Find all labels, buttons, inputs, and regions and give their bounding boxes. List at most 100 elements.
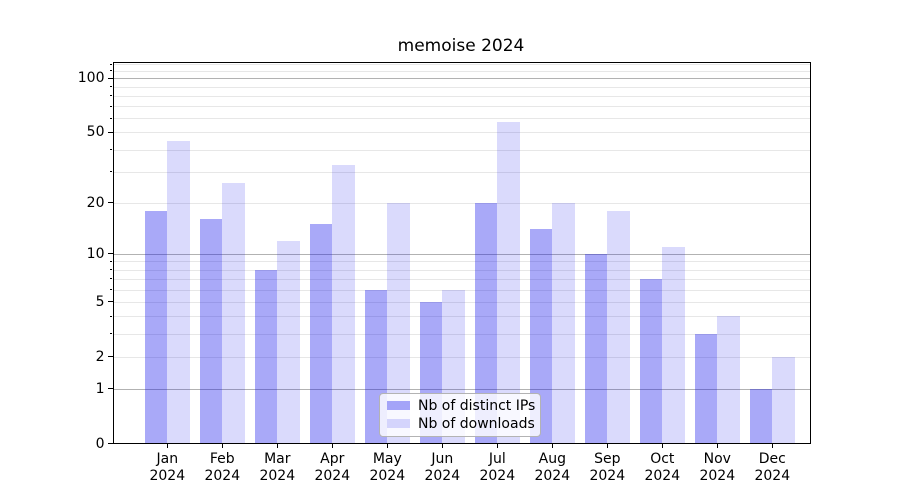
minor-gridline [112,171,811,173]
bar-distinct-ips-nov [694,333,718,444]
x-tick-mark [441,443,443,448]
y-minor-tick-mark [109,260,113,262]
bar-distinct-ips-dec [749,388,773,444]
y-tick-mark [107,387,113,390]
bar-distinct-ips-feb [199,219,223,444]
bar-downloads-apr [332,164,355,444]
minor-gridline [112,132,811,134]
bar-downloads-feb [222,182,245,444]
y-tick-mark [107,201,113,204]
x-tick-label-dec: Dec 2024 [754,450,791,484]
major-gridline [112,78,811,80]
x-tick-mark [661,443,663,448]
x-tick-mark [276,443,278,448]
bar-distinct-ips-apr [309,224,333,444]
x-tick-mark [221,443,223,448]
minor-gridline [112,356,811,358]
bar-downloads-mar [277,240,300,444]
y-minor-tick-mark [109,95,113,97]
x-tick-label-jun: Jun 2024 [424,450,461,484]
y-tick-mark [107,355,113,358]
bar-downloads-oct [662,246,685,444]
y-minor-tick-mark [109,105,113,107]
y-tick-label: 1 [95,380,105,397]
y-tick-label: 0 [95,435,105,452]
legend-swatch-distinct-ips [387,401,410,410]
bar-downloads-dec [772,356,795,444]
bar-downloads-jan [167,140,190,444]
x-tick-mark [551,443,553,448]
x-tick-label-may: May 2024 [369,450,406,484]
x-tick-label-apr: Apr 2024 [314,450,351,484]
minor-gridline [112,289,811,291]
x-tick-label-nov: Nov 2024 [699,450,736,484]
x-tick-mark [166,443,168,448]
x-tick-mark [716,443,718,448]
x-tick-mark [386,443,388,448]
minor-gridline [112,261,811,263]
y-tick-mark [107,442,113,445]
bar-distinct-ips-sep [584,253,608,444]
bar-downloads-jul [497,122,520,444]
x-tick-label-sep: Sep 2024 [589,450,626,484]
x-tick-label-aug: Aug 2024 [534,450,571,484]
major-gridline [112,253,811,255]
minor-gridline [112,269,811,271]
minor-gridline [112,149,811,151]
y-tick-label: 100 [77,70,105,87]
minor-gridline [112,301,811,303]
y-minor-tick-mark [109,278,113,280]
y-tick-label: 2 [95,348,105,365]
y-minor-tick-mark [109,70,113,72]
x-tick-mark [496,443,498,448]
x-tick-mark [606,443,608,448]
minor-gridline [112,106,811,108]
bar-downloads-may [387,202,410,444]
y-tick-mark [107,253,113,255]
y-tick-label: 5 [95,293,105,310]
minor-gridline [112,64,811,66]
bar-distinct-ips-jan [144,210,168,444]
minor-gridline [112,333,811,335]
y-minor-tick-mark [109,171,113,173]
y-tick-label: 10 [86,245,105,262]
y-tick-mark [107,301,113,303]
y-minor-tick-mark [109,269,113,271]
y-minor-tick-mark [109,63,113,65]
bar-distinct-ips-oct [639,278,663,444]
legend-swatch-downloads [387,419,410,428]
minor-gridline [112,70,811,72]
bar-distinct-ips-aug [529,229,553,444]
bar-distinct-ips-mar [254,269,278,444]
minor-gridline [112,95,811,97]
chart-title: memoise 2024 [397,36,525,56]
y-minor-tick-mark [109,289,113,291]
y-minor-tick-mark [109,333,113,335]
y-tick-label: 20 [86,194,105,211]
minor-gridline [112,202,811,204]
x-tick-label-feb: Feb 2024 [204,450,241,484]
bar-downloads-aug [552,202,575,444]
major-gridline [112,388,811,390]
minor-gridline [112,86,811,88]
y-tick-mark [107,131,113,134]
x-tick-mark [771,443,773,448]
x-tick-label-jul: Jul 2024 [479,450,516,484]
legend-entry-downloads: Nb of downloads [387,415,535,432]
legend-entry-distinct-ips: Nb of distinct IPs [387,397,536,414]
bar-downloads-sep [607,210,630,444]
minor-gridline [112,118,811,120]
plot-area [112,61,811,444]
bar-distinct-ips-jul [474,202,498,444]
legend: Nb of distinct IPs Nb of downloads [379,392,541,437]
bar-downloads-nov [717,316,740,444]
y-tick-mark [107,77,113,80]
legend-label-distinct-ips: Nb of distinct IPs [418,397,536,414]
y-minor-tick-mark [109,117,113,119]
legend-label-downloads: Nb of downloads [418,415,535,432]
x-tick-label-mar: Mar 2024 [259,450,296,484]
minor-gridline [112,278,811,280]
minor-gridline [112,316,811,318]
y-minor-tick-mark [109,149,113,151]
